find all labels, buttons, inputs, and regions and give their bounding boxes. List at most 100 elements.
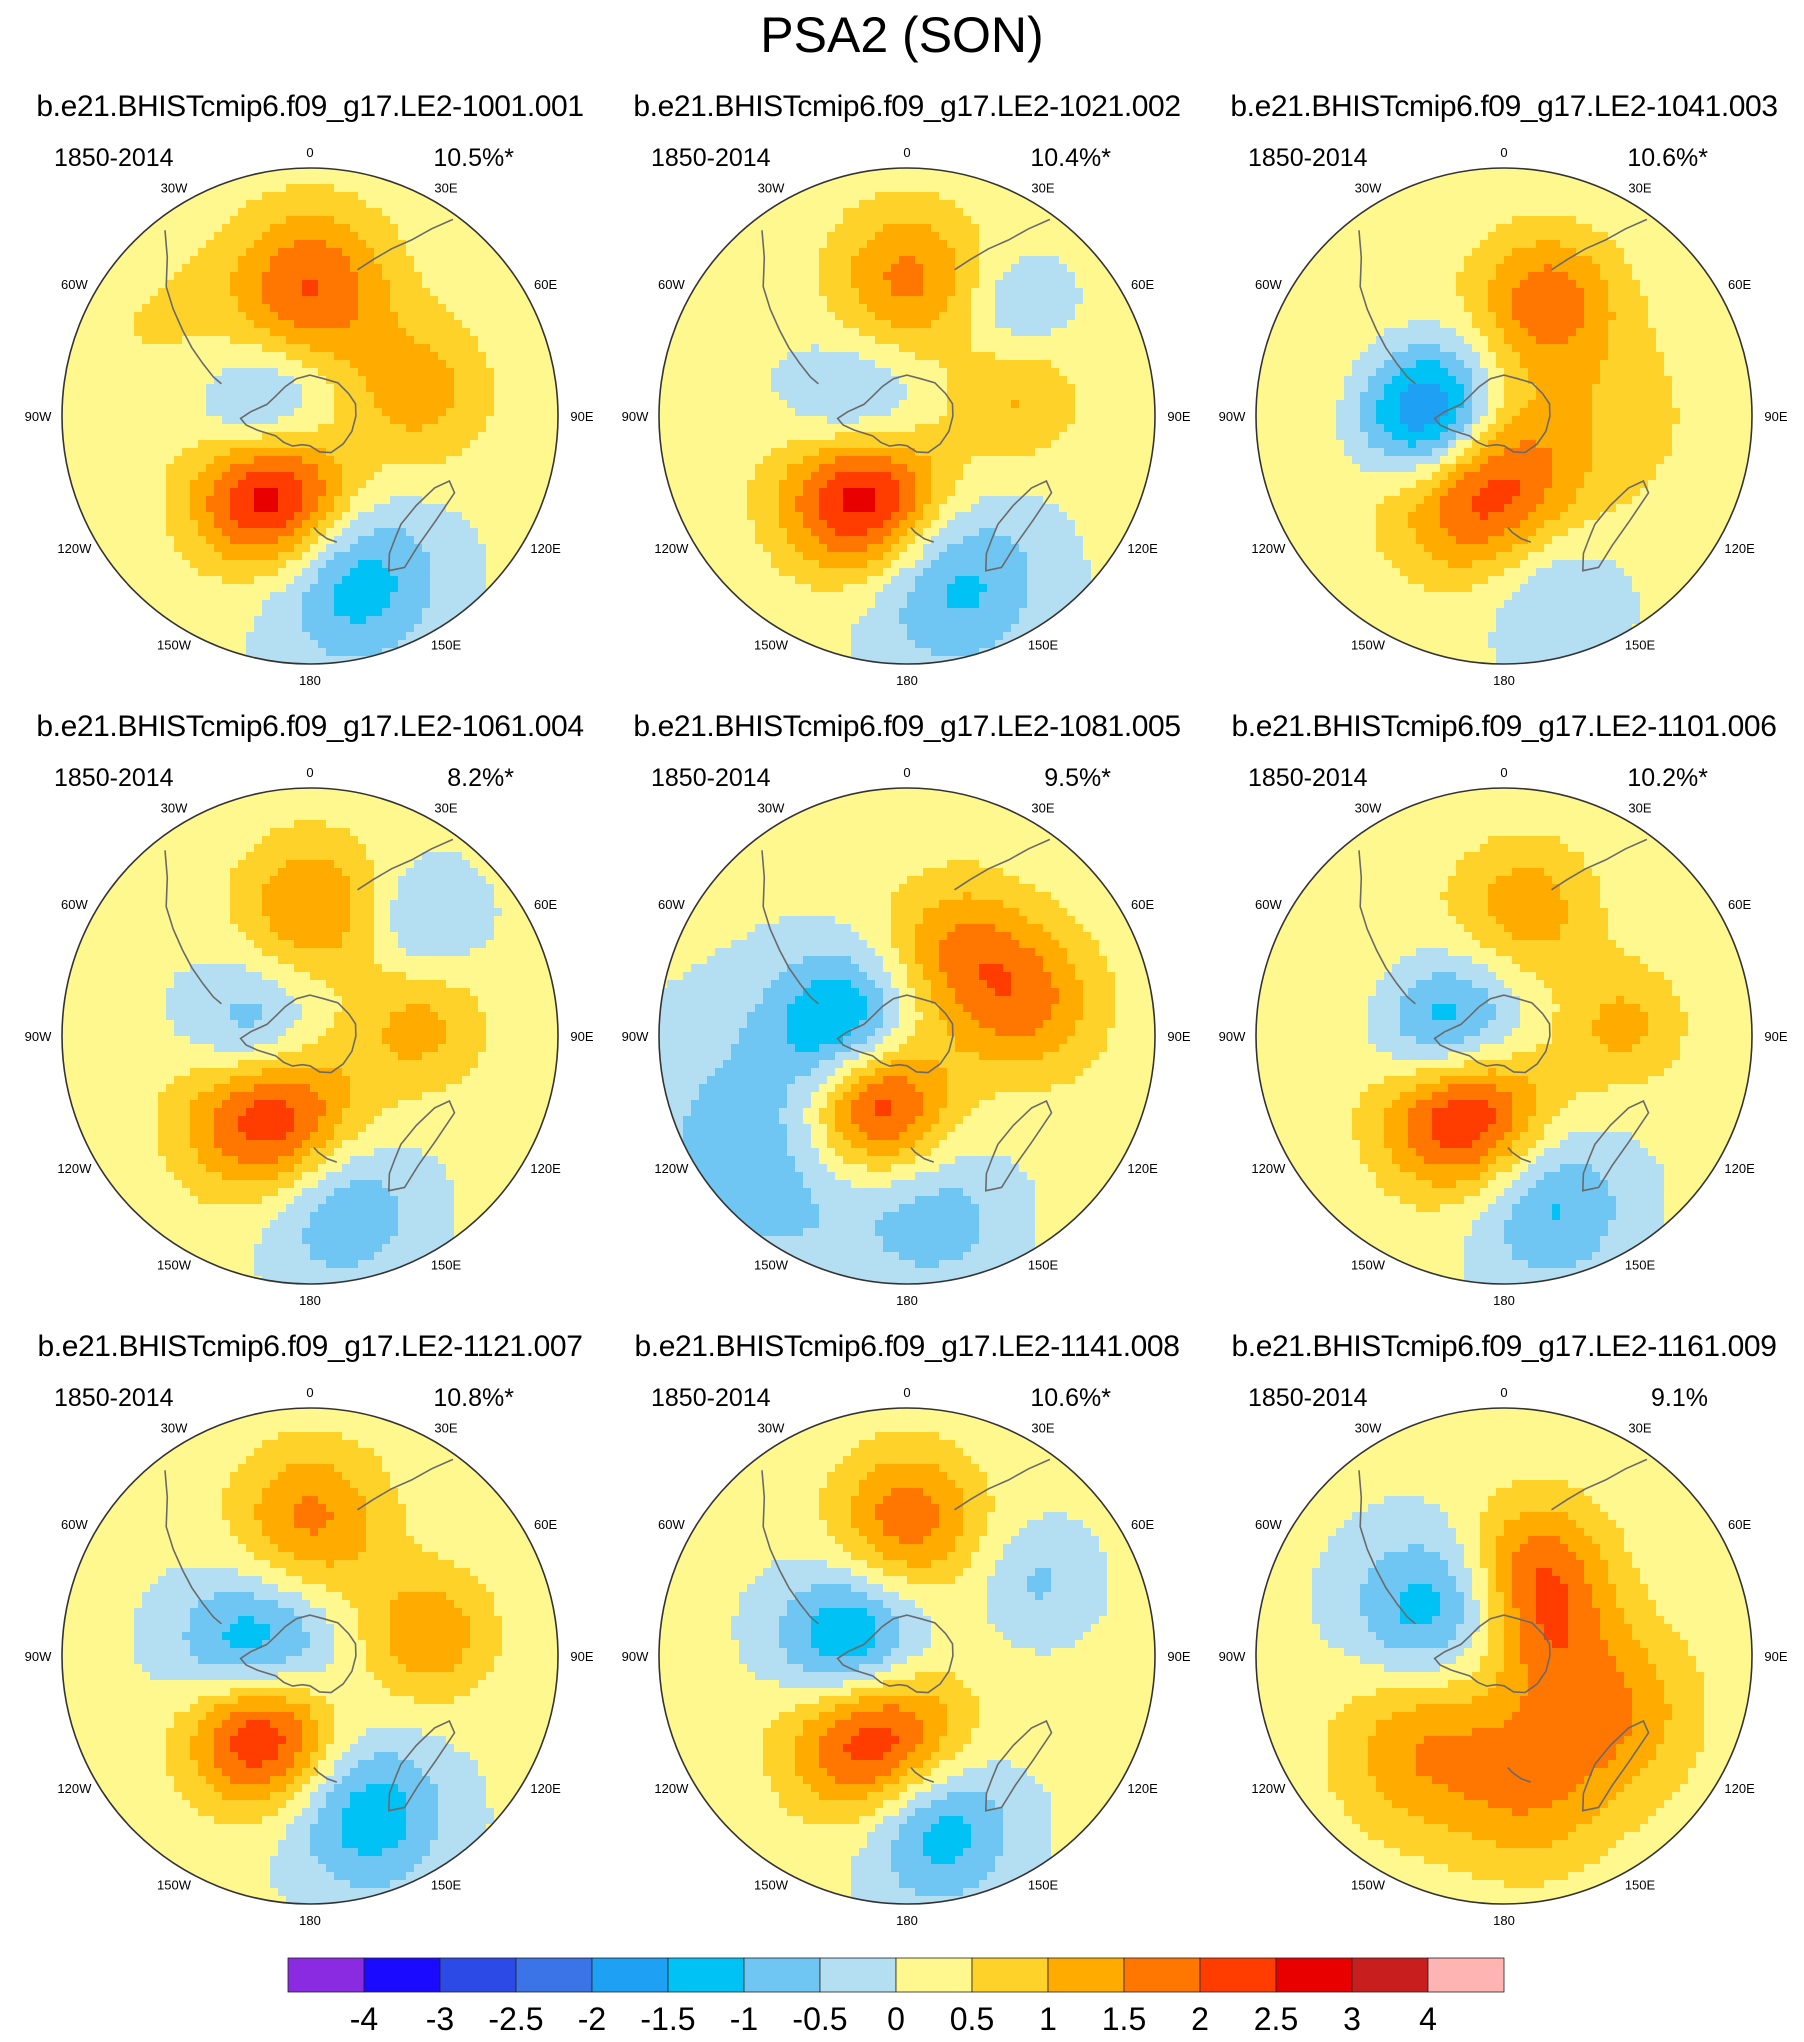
- coastlines: [164, 838, 456, 1192]
- meridian-label: 90W: [622, 409, 649, 424]
- meridian-label: 120E: [1127, 1161, 1158, 1176]
- meridian-label: 30E: [1031, 1420, 1054, 1435]
- contour-field: [62, 788, 558, 1284]
- meridian-label: 90E: [1167, 1029, 1190, 1044]
- meridian-label: 30W: [161, 180, 188, 195]
- meridian-label: 60W: [658, 1517, 685, 1532]
- colorbar-swatch: [1199, 1957, 1277, 1993]
- coastline: [239, 994, 357, 1074]
- coastline: [1551, 838, 1648, 891]
- explained-variance: 10.4%*: [1030, 144, 1111, 173]
- coastline: [1358, 230, 1416, 385]
- coastline: [761, 850, 819, 1005]
- meridian-label: 180: [1493, 1293, 1515, 1308]
- explained-variance: 10.6%*: [1627, 144, 1708, 173]
- colorbar-swatch: [1351, 1957, 1429, 1993]
- meridian-label: 180: [896, 673, 918, 688]
- meridian-label: 90E: [1764, 1029, 1787, 1044]
- meridian-label: 180: [896, 1293, 918, 1308]
- meridian-label: 60W: [1255, 1517, 1282, 1532]
- meridian-label: 120E: [1724, 541, 1755, 556]
- coastline: [357, 1458, 454, 1511]
- meridian-label: 120W: [654, 1781, 689, 1796]
- meridian-label: 60W: [658, 897, 685, 912]
- meridian-label: 90W: [622, 1029, 649, 1044]
- coastline: [836, 994, 954, 1074]
- meridian-label: 120W: [1251, 1161, 1286, 1176]
- meridian-label: 120E: [1127, 541, 1158, 556]
- meridian-label: 90W: [1219, 1649, 1246, 1664]
- meridian-label: 0: [306, 765, 313, 780]
- colorbar-label: 1: [1039, 2001, 1057, 2037]
- explained-variance: 10.6%*: [1030, 1384, 1111, 1413]
- meridian-label: 120W: [57, 1161, 92, 1176]
- colorbar-label: 4: [1419, 2001, 1437, 2037]
- coastline: [387, 1099, 456, 1192]
- map-panel: b.e21.BHISTcmip6.f09_g17.LE2-1061.004 185…: [10, 710, 610, 1320]
- meridian-label: 90W: [25, 409, 52, 424]
- meridian-label: 0: [1500, 765, 1507, 780]
- colorbar-label: 2: [1191, 2001, 1209, 2037]
- meridian-label: 120W: [57, 541, 92, 556]
- contour-field: [1256, 168, 1752, 664]
- meridian-label: 90E: [1764, 409, 1787, 424]
- meridian-label: 0: [1500, 1385, 1507, 1400]
- meridian-label: 30W: [758, 180, 785, 195]
- polar-map: 0 30E 60E 90E 120E 150E 180 150W 120W 90W 60W 30W: [1219, 1385, 1788, 1928]
- contour-field: [62, 168, 558, 664]
- contour-field: [659, 788, 1155, 1284]
- polar-map: 0 30E 60E 90E 120E 150E 180 150W 120W 90W 60W 30W: [1219, 145, 1788, 688]
- meridian-label: 30E: [1031, 180, 1054, 195]
- contour-field: [1256, 1408, 1752, 1904]
- colorbar-swatch: [1427, 1957, 1505, 1993]
- coastlines: [761, 1458, 1053, 1812]
- meridian-label: 30E: [1628, 180, 1651, 195]
- colorbar-label: -3: [426, 2001, 454, 2037]
- coastline: [164, 1470, 222, 1625]
- map-panel: b.e21.BHISTcmip6.f09_g17.LE2-1101.006 185…: [1204, 710, 1804, 1320]
- meridian-label: 30W: [758, 1420, 785, 1435]
- meridian-label: 30E: [1628, 1420, 1651, 1435]
- meridian-label: 30E: [434, 800, 457, 815]
- coastline: [910, 526, 935, 543]
- colorbar-label: 0: [887, 2001, 905, 2037]
- meridian-label: 150E: [431, 1258, 462, 1273]
- figure-title: PSA2 (SON): [0, 6, 1804, 64]
- coastlines: [1358, 1458, 1650, 1812]
- contour-field: [62, 1408, 558, 1904]
- coastline: [357, 218, 454, 271]
- coastline: [1551, 1458, 1648, 1511]
- meridian-label: 120W: [1251, 1781, 1286, 1796]
- coastline: [984, 1719, 1053, 1812]
- meridian-label: 30E: [434, 1420, 457, 1435]
- coastlines: [761, 218, 1053, 572]
- coastline: [836, 1614, 954, 1694]
- coastline: [1507, 526, 1532, 543]
- colorbar-label: -2.5: [488, 2001, 543, 2037]
- meridian-label: 90W: [622, 1649, 649, 1664]
- meridian-label: 60E: [1728, 277, 1751, 292]
- meridian-label: 120W: [57, 1781, 92, 1796]
- meridian-label: 30E: [434, 180, 457, 195]
- coastline: [387, 479, 456, 572]
- meridian-label: 180: [1493, 1913, 1515, 1928]
- map-frame: [658, 787, 1156, 1285]
- panel-period: 1850-2014: [54, 764, 174, 793]
- meridian-label: 150W: [157, 1878, 192, 1893]
- meridian-label: 60E: [534, 1517, 557, 1532]
- colorbar-swatch: [515, 1957, 593, 1993]
- meridian-label: 60E: [1728, 1517, 1751, 1532]
- meridian-label: 30E: [1628, 800, 1651, 815]
- meridian-label: 150W: [1351, 1878, 1386, 1893]
- meridian-label: 150E: [431, 638, 462, 653]
- meridian-label: 150E: [1625, 1258, 1656, 1273]
- map-panel: b.e21.BHISTcmip6.f09_g17.LE2-1021.002 185…: [607, 90, 1207, 700]
- meridian-label: 90E: [570, 1029, 593, 1044]
- meridian-label: 150W: [1351, 638, 1386, 653]
- meridian-label: 150W: [1351, 1258, 1386, 1273]
- meridian-label: 90E: [1167, 409, 1190, 424]
- meridian-label: 120E: [530, 1161, 561, 1176]
- meridian-label: 0: [903, 765, 910, 780]
- panel-title: b.e21.BHISTcmip6.f09_g17.LE2-1061.004: [10, 710, 610, 744]
- coastline: [954, 218, 1051, 271]
